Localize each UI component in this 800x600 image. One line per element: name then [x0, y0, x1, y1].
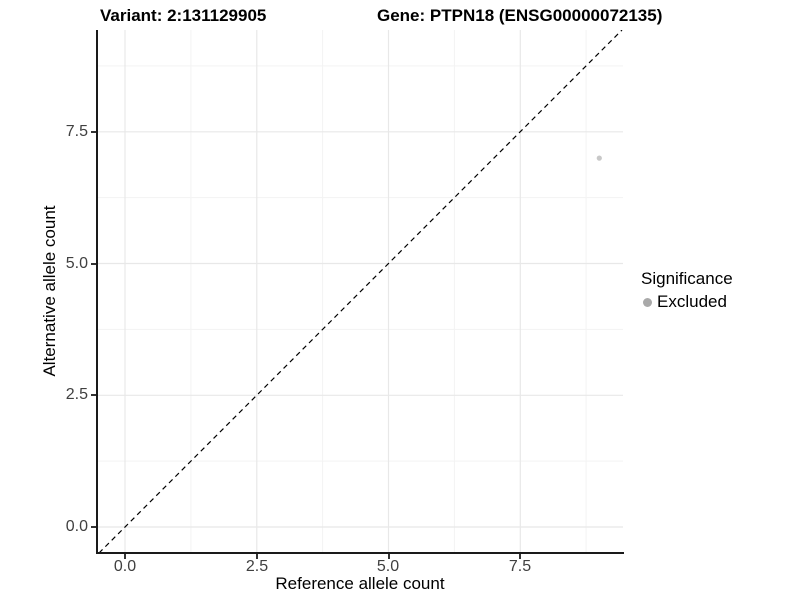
plot-title-gene: Gene: PTPN18 (ENSG00000072135) [377, 6, 663, 25]
legend: Significance Excluded [641, 268, 733, 312]
identity-reference-line [98, 29, 623, 554]
y-axis-title: Alternative allele count [40, 205, 59, 377]
grid-major-vertical [124, 30, 521, 553]
y-tick-mark [91, 526, 96, 528]
x-tick-mark [124, 554, 126, 559]
x-tick-label: 5.0 [376, 558, 400, 575]
x-tick-mark [256, 554, 258, 559]
x-axis-line [96, 552, 624, 554]
grid-minor-horizontal [97, 65, 623, 462]
y-tick-label: 7.5 [65, 123, 88, 140]
y-tick-mark [91, 263, 96, 265]
grid-minor-vertical [190, 30, 587, 553]
y-tick-label: 5.0 [65, 255, 88, 272]
y-tick-mark [91, 394, 96, 396]
legend-key-dot-icon [643, 297, 652, 307]
x-tick-label: 0.0 [113, 558, 137, 575]
x-tick-mark [388, 554, 390, 559]
x-tick-mark [519, 554, 521, 559]
plot-area-svg [97, 29, 623, 554]
legend-title: Significance [641, 269, 733, 288]
x-tick-label: 7.5 [508, 558, 532, 575]
legend-item-label: Excluded [657, 292, 727, 311]
plot-panel [97, 29, 623, 554]
x-tick-label: 2.5 [245, 558, 269, 575]
plot-title-variant: Variant: 2:131129905 [100, 6, 267, 25]
y-axis-line [96, 30, 98, 554]
data-point [596, 155, 602, 161]
y-tick-label: 2.5 [65, 386, 88, 403]
legend-item-excluded: Excluded [641, 292, 733, 312]
grid-major-horizontal [97, 131, 623, 528]
data-points-layer [596, 155, 602, 161]
y-tick-label: 0.0 [65, 518, 88, 535]
y-tick-mark [91, 131, 96, 133]
x-axis-title: Reference allele count [275, 574, 445, 593]
